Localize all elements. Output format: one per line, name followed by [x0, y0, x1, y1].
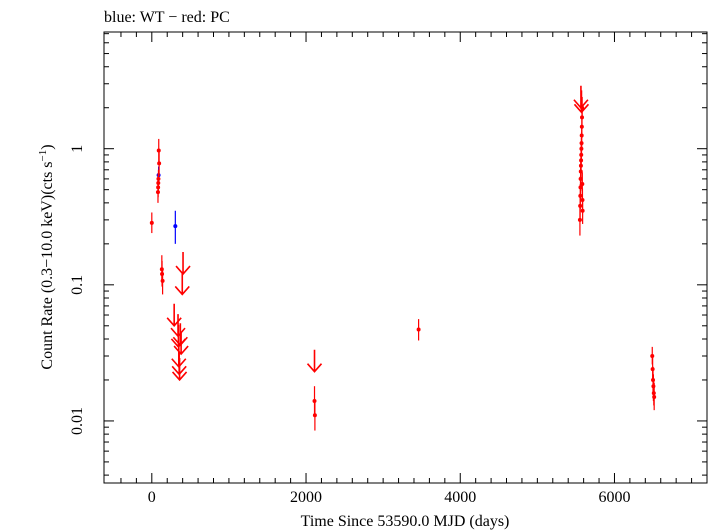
upper-limit-arrow	[306, 349, 323, 373]
x-tick-label: 4000	[444, 489, 476, 506]
data-point-pc	[149, 220, 154, 225]
upper-limit-arrow	[174, 272, 190, 296]
y-tick-label: 1	[69, 145, 86, 153]
upper-limit-arrow	[171, 357, 188, 382]
upper-limit-arrow	[175, 252, 191, 276]
data-point-pc	[157, 161, 162, 166]
upper-limit-arrow	[166, 303, 182, 328]
data-point-wt	[173, 224, 178, 229]
data-point-pc	[580, 208, 585, 213]
data-point-pc	[650, 353, 655, 358]
y-axis-label: Count Rate (0.3−10.0 keV)(cts s−1)	[37, 144, 56, 369]
y-tick-label: 0.01	[69, 407, 86, 435]
data-marks	[149, 85, 657, 431]
x-tick-label: 0	[148, 489, 156, 506]
x-axis: 0 2000 4000 6000	[120, 32, 693, 506]
y-axis-label-sup: −1	[37, 150, 49, 162]
chart-title: blue: WT − red: PC	[104, 9, 230, 26]
upper-limit-arrow	[573, 90, 590, 114]
x-tick-label: 6000	[598, 489, 630, 506]
x-axis-label: Time Since 53590.0 MJD (days)	[301, 513, 510, 530]
x-tick-label: 2000	[290, 489, 322, 506]
y-axis-label-main: Count Rate (0.3−10.0 keV)(cts s	[39, 161, 56, 369]
upper-limit-arrow	[173, 332, 189, 356]
data-point-pc	[580, 182, 585, 187]
y-tick-label: 0.1	[69, 275, 86, 295]
data-point-pc	[312, 413, 317, 418]
data-point-pc	[156, 148, 161, 153]
y-axis-label-end: )	[39, 144, 56, 149]
data-point-pc	[652, 394, 657, 399]
y-axis: 0.01 0.1 1	[69, 33, 707, 476]
data-point-pc	[156, 176, 161, 181]
plot-frame	[103, 31, 708, 484]
data-point-pc	[416, 327, 421, 332]
data-point-pc	[160, 278, 165, 283]
